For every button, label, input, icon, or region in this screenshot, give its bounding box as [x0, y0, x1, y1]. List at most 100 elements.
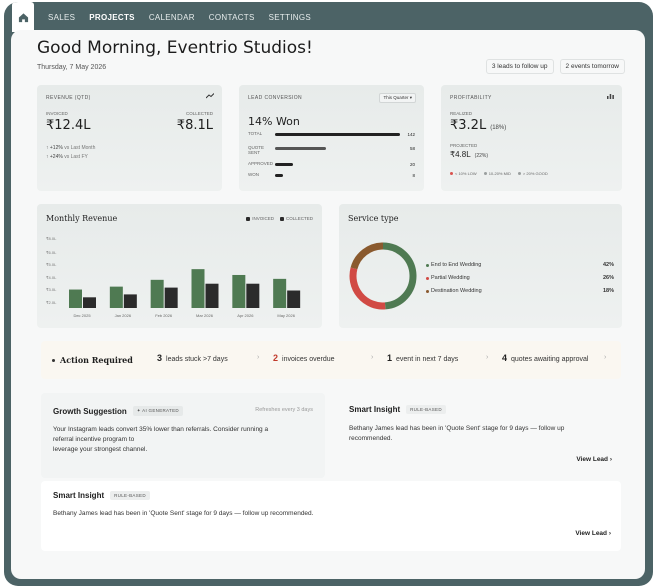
conversion-row-value: 8 [412, 173, 415, 178]
bar-invoiced [150, 279, 164, 308]
bar-invoiced [273, 278, 287, 308]
profit-legend-item: < 10% LOW [450, 171, 477, 176]
view-lead-link-2[interactable]: View Lead › [575, 530, 611, 537]
nav-sales[interactable]: SALES [48, 12, 76, 22]
bar-invoiced [191, 269, 205, 308]
conversion-row-label: WON [248, 172, 259, 177]
legend-collected: COLLECTED [279, 216, 313, 221]
growth-title: Growth Suggestion [53, 406, 127, 416]
donut-slice [349, 267, 386, 310]
bar-invoiced [109, 286, 123, 308]
bar-collected [246, 283, 260, 308]
conversion-row-value: 142 [407, 132, 415, 137]
service-type-item: Destination Wedding 18% [426, 288, 614, 294]
bar-collected [164, 287, 178, 308]
profit-legend: < 10% LOW 10-20% MID > 20% GOOD [450, 171, 548, 176]
delta-month-value: ↑ +12% [46, 145, 63, 151]
bar-collected [83, 297, 96, 308]
service-name: End to End Wedding [431, 262, 482, 268]
profit-legend-item: 10-20% MID [483, 171, 511, 176]
bullet-icon [52, 358, 55, 362]
donut-slice [350, 242, 384, 270]
conversion-row-value: 20 [409, 162, 415, 167]
service-pct: 18% [602, 288, 614, 294]
action-item[interactable]: 3 leads stuck >7 days [157, 353, 228, 363]
smart-insight-card-2: Smart Insight RULE-BASED Bethany James l… [41, 481, 621, 551]
bar-collected [287, 290, 301, 308]
realized-value: ₹3.2L [450, 118, 487, 133]
app-frame: SALES PROJECTS CALENDAR CONTACTS SETTING… [4, 2, 653, 586]
monthly-revenue-title: Monthly Revenue [46, 214, 118, 223]
service-type-item: Partial Wedding 26% [426, 275, 614, 281]
chevron-right-icon: › [371, 354, 374, 361]
smart1-title: Smart Insight [349, 405, 401, 414]
chevron-right-icon: › [486, 354, 489, 361]
dashboard-panel: Good Morning, Eventrio Studios! Thursday… [11, 30, 645, 579]
home-tab[interactable] [12, 2, 34, 32]
invoiced-value: ₹12.4L [46, 118, 91, 133]
service-pct: 26% [602, 275, 614, 281]
top-nav: SALES PROJECTS CALENDAR CONTACTS SETTING… [4, 2, 653, 32]
invoiced-label: INVOICED [46, 111, 68, 116]
chevron-right-icon: › [604, 354, 607, 361]
trend-icon [206, 93, 214, 99]
y-tick-label: ₹2.0L [46, 300, 57, 305]
growth-suggestion-card: Growth Suggestion ✦ AI GENERATED Refresh… [41, 393, 325, 478]
action-text: event in next 7 days [396, 356, 459, 363]
action-text: invoices overdue [282, 356, 335, 363]
projected-row: ₹4.8L (22%) [450, 150, 488, 159]
home-icon [18, 12, 28, 22]
y-tick-label: ₹3.0L [46, 287, 57, 292]
profitability-card: PROFITABILITY REALIZED ₹3.2L (18%) PROJE… [441, 85, 622, 191]
action-item[interactable]: 1 event in next 7 days [387, 353, 458, 363]
conversion-row-label: TOTAL [248, 131, 263, 136]
nav-contacts[interactable]: CONTACTS [208, 12, 255, 22]
realized-label: REALIZED [450, 111, 473, 116]
delta-fy-note: vs Last FY [64, 154, 88, 160]
action-text: leads stuck >7 days [166, 356, 228, 363]
header-chips: 3 leads to follow up 2 events tomorrow [485, 59, 625, 74]
y-tick-label: ₹8.0L [46, 236, 57, 241]
chip-leads[interactable]: 3 leads to follow up [485, 59, 554, 74]
delta-fy: ↑ +24% vs Last FY [46, 154, 88, 160]
period-select[interactable]: This Quarter ▾ [379, 93, 416, 103]
projected-value: ₹4.8L [450, 150, 471, 159]
bar-invoiced [232, 274, 246, 308]
action-item[interactable]: 2 invoices overdue [273, 353, 335, 363]
smart1-body: Bethany James lead has been in 'Quote Se… [349, 425, 565, 442]
page-title: Good Morning, Eventrio Studios! [37, 38, 313, 58]
smart-insight-card-1: Smart Insight RULE-BASED Bethany James l… [337, 393, 622, 478]
chevron-right-icon: › [257, 354, 260, 361]
lead-conversion-card: LEAD CONVERSION This Quarter ▾ 14% Won T… [239, 85, 424, 191]
profitability-label: PROFITABILITY [450, 95, 492, 101]
conversion-row-label: APPROVED [248, 161, 274, 166]
bar-invoiced [69, 289, 82, 308]
action-title: Action Required [52, 355, 133, 365]
realized-pct: (18%) [490, 125, 507, 131]
action-count: 2 [273, 353, 279, 363]
service-type-item: End to End Wedding 42% [426, 262, 614, 268]
y-tick-label: ₹6.0L [46, 250, 57, 255]
monthly-revenue-chart: ₹8.0L ₹6.0L ₹5.0L ₹4.0L ₹3.0L ₹2.0L Dec 2025 Ja… [46, 236, 301, 318]
action-item[interactable]: 4 quotes awaiting approval [502, 353, 588, 363]
bar-collected [205, 283, 219, 308]
revenue-label: REVENUE (QTD) [46, 95, 91, 101]
x-tick-label: Apr 2026 [237, 313, 254, 318]
smart2-header: Smart Insight RULE-BASED [53, 491, 150, 500]
conversion-label: LEAD CONVERSION [248, 95, 303, 101]
refresh-note: Refreshes every 3 days [255, 407, 313, 413]
nav-settings[interactable]: SETTINGS [268, 12, 312, 22]
view-lead-link-1[interactable]: View Lead › [576, 456, 612, 463]
legend-invoiced: INVOICED [246, 216, 274, 221]
nav-projects[interactable]: PROJECTS [89, 12, 135, 22]
smart1-header: Smart Insight RULE-BASED [349, 405, 446, 414]
chip-events[interactable]: 2 events tomorrow [559, 59, 625, 74]
action-text: quotes awaiting approval [511, 356, 589, 363]
service-type-title: Service type [348, 214, 399, 223]
profit-legend-item: > 20% GOOD [517, 171, 548, 176]
legend-dot [426, 289, 429, 293]
nav-calendar[interactable]: CALENDAR [148, 12, 195, 22]
conversion-row-bar [275, 163, 293, 166]
bar-chart-icon [607, 94, 614, 99]
service-name: Destination Wedding [431, 288, 482, 294]
